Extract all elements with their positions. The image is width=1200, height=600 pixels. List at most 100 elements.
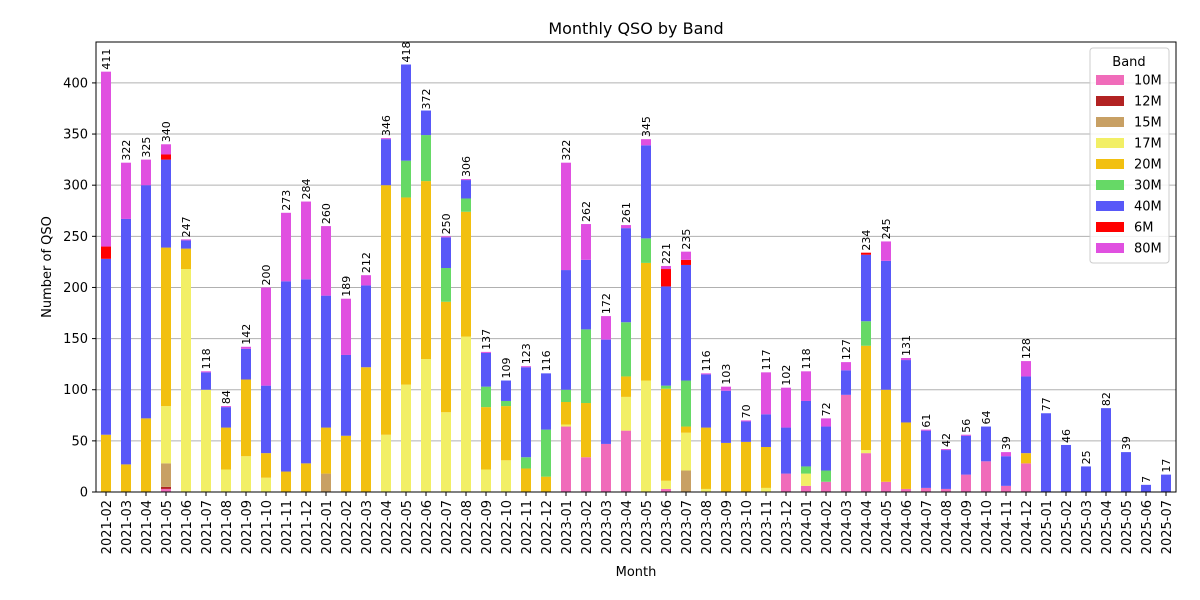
bar-segment-10m bbox=[981, 461, 991, 492]
bar-segment-17m bbox=[481, 469, 491, 492]
bar-segment-20m bbox=[101, 434, 111, 492]
bar-segment-20m bbox=[401, 197, 411, 385]
bar-segment-17m bbox=[561, 424, 571, 427]
bar-segment-20m bbox=[521, 468, 531, 492]
x-tick-label: 2022-06 bbox=[420, 500, 435, 554]
bar-segment-20m bbox=[901, 422, 911, 489]
bar-segment-80m bbox=[121, 162, 131, 219]
bar-segment-20m bbox=[541, 476, 551, 492]
total-label: 250 bbox=[440, 213, 453, 234]
bar-segment-80m bbox=[141, 159, 151, 186]
bar-segment-6m bbox=[861, 252, 871, 255]
bar-segment-20m bbox=[861, 345, 871, 451]
bar-segment-40m bbox=[561, 270, 571, 390]
x-tick-label: 2022-12 bbox=[540, 500, 555, 554]
bar-segment-80m bbox=[661, 265, 671, 270]
x-tick-label: 2025-02 bbox=[1060, 500, 1075, 554]
bar-segment-6m bbox=[101, 246, 111, 259]
bar-segment-20m bbox=[661, 388, 671, 481]
bar-segment-30m bbox=[821, 470, 831, 482]
bar-segment-17m bbox=[241, 456, 251, 492]
bar-segment-12m bbox=[161, 486, 171, 489]
x-tick-label: 2023-09 bbox=[720, 500, 735, 554]
bar-segment-17m bbox=[801, 473, 811, 486]
chart-title: Monthly QSO by Band bbox=[548, 19, 723, 38]
bar-segment-40m bbox=[101, 258, 111, 435]
bar-segment-17m bbox=[221, 469, 231, 492]
x-tick-label: 2022-04 bbox=[380, 500, 395, 554]
total-label: 82 bbox=[1100, 392, 1113, 406]
bars-group bbox=[101, 64, 1171, 492]
bar-segment-80m bbox=[721, 386, 731, 391]
bar-segment-15m bbox=[681, 470, 691, 492]
bar-segment-80m bbox=[961, 434, 971, 436]
legend-label: 12M bbox=[1134, 95, 1162, 110]
x-tick-label: 2025-04 bbox=[1100, 500, 1115, 554]
bar-segment-40m bbox=[741, 421, 751, 442]
x-tick-label: 2021-10 bbox=[260, 500, 275, 554]
x-tick-label: 2025-05 bbox=[1120, 500, 1135, 554]
total-label: 262 bbox=[580, 201, 593, 222]
bar-segment-6m bbox=[161, 154, 171, 160]
x-tick-label: 2022-08 bbox=[460, 500, 475, 554]
x-tick-label: 2022-11 bbox=[520, 500, 535, 554]
total-label: 102 bbox=[780, 365, 793, 386]
bar-segment-80m bbox=[261, 287, 271, 386]
bar-segment-40m bbox=[401, 64, 411, 161]
total-label: 123 bbox=[520, 343, 533, 364]
bar-segment-40m bbox=[801, 400, 811, 467]
bar-segment-20m bbox=[141, 418, 151, 492]
total-label: 234 bbox=[860, 230, 873, 251]
bar-segment-10m bbox=[1001, 485, 1011, 492]
bar-segment-80m bbox=[181, 239, 191, 241]
bar-segment-40m bbox=[981, 426, 991, 462]
bar-segment-17m bbox=[461, 336, 471, 492]
grid-lines bbox=[96, 82, 1176, 493]
legend-swatch bbox=[1096, 222, 1124, 232]
total-label: 340 bbox=[160, 121, 173, 142]
bar-segment-40m bbox=[461, 180, 471, 199]
bar-segment-10m bbox=[961, 474, 971, 492]
bar-segment-10m bbox=[661, 488, 671, 492]
bar-segment-40m bbox=[1001, 456, 1011, 486]
bar-segment-17m bbox=[661, 480, 671, 489]
bar-segment-6m bbox=[681, 259, 691, 265]
x-tick-label: 2021-11 bbox=[280, 500, 295, 554]
bar-segment-20m bbox=[681, 426, 691, 433]
bar-segment-10m bbox=[881, 481, 891, 492]
bar-segment-80m bbox=[1021, 361, 1031, 377]
bar-segment-30m bbox=[581, 329, 591, 404]
bar-segment-80m bbox=[461, 179, 471, 181]
bar-segment-20m bbox=[121, 464, 131, 492]
bar-segment-30m bbox=[561, 389, 571, 402]
x-tick-label: 2023-08 bbox=[700, 500, 715, 554]
bar-segment-20m bbox=[461, 211, 471, 337]
bar-segment-20m bbox=[581, 403, 591, 458]
legend-label: 80M bbox=[1134, 242, 1162, 257]
bar-segment-30m bbox=[681, 380, 691, 427]
bar-segment-40m bbox=[841, 370, 851, 395]
bar-segment-17m bbox=[701, 488, 711, 492]
x-tick-label: 2024-12 bbox=[1020, 500, 1035, 554]
bar-segment-40m bbox=[1041, 413, 1051, 492]
bar-segment-20m bbox=[1021, 453, 1031, 464]
total-label: 273 bbox=[280, 190, 293, 211]
x-tick-label: 2021-07 bbox=[200, 500, 215, 554]
bar-segment-20m bbox=[621, 376, 631, 397]
bar-segment-30m bbox=[401, 160, 411, 198]
bar-segment-40m bbox=[501, 380, 511, 401]
bar-segment-10m bbox=[1021, 463, 1031, 492]
total-label: 46 bbox=[1060, 429, 1073, 443]
bar-segment-40m bbox=[701, 374, 711, 428]
x-tick-label: 2025-06 bbox=[1140, 500, 1155, 554]
bar-segment-20m bbox=[761, 447, 771, 488]
bar-segment-20m bbox=[741, 441, 751, 492]
total-label: 109 bbox=[500, 358, 513, 379]
y-axis: 0 50 100 150 200 250 300 350 400 bbox=[63, 76, 96, 501]
bar-segment-80m bbox=[841, 362, 851, 371]
bar-segment-20m bbox=[381, 185, 391, 435]
x-tick-label: 2024-06 bbox=[900, 500, 915, 554]
bar-segment-80m bbox=[441, 236, 451, 238]
y-tick-label: 150 bbox=[63, 332, 88, 347]
